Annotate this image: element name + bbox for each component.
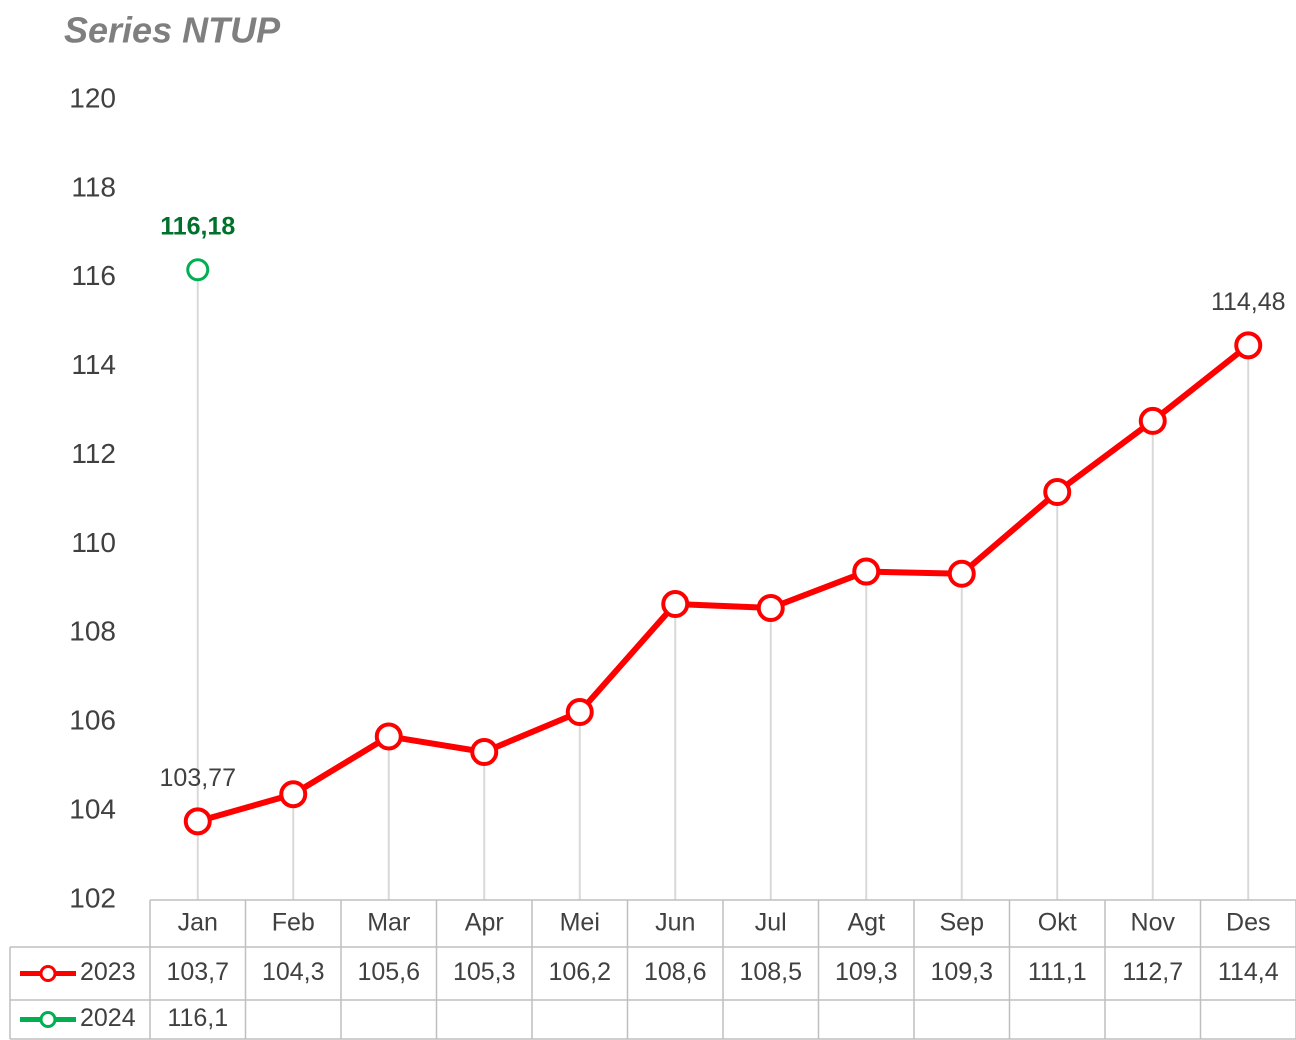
data-label: 114,48 xyxy=(1211,288,1286,316)
y-tick-label: 118 xyxy=(71,171,116,202)
table-cell: 103,7 xyxy=(166,958,229,986)
x-tick-label: Jul xyxy=(755,909,787,937)
marker xyxy=(756,594,785,622)
marker xyxy=(470,738,499,766)
data-label: 116,18 xyxy=(160,212,235,240)
legend-marker xyxy=(39,1011,57,1028)
table-cell: 108,6 xyxy=(644,958,707,986)
marker xyxy=(947,559,976,588)
x-tick-label: Mar xyxy=(367,909,410,937)
x-tick-label: Sep xyxy=(940,909,984,937)
marker xyxy=(1138,406,1167,435)
x-tick-label: Apr xyxy=(465,909,504,937)
y-tick-label: 110 xyxy=(71,527,116,558)
x-tick-label: Feb xyxy=(272,909,315,937)
table-cell: 112,7 xyxy=(1122,958,1183,986)
y-tick-label: 108 xyxy=(69,616,116,647)
table-cell: 105,6 xyxy=(357,958,420,986)
table-cell: 111,1 xyxy=(1028,958,1087,986)
marker xyxy=(186,258,210,282)
x-tick-label: Mei xyxy=(560,909,600,937)
x-tick-label: Jun xyxy=(655,909,695,937)
y-tick-label: 120 xyxy=(69,82,116,113)
marker xyxy=(183,807,212,836)
table-cell: 116,1 xyxy=(167,1004,228,1032)
table-cell: 109,3 xyxy=(930,958,993,986)
series-line xyxy=(196,342,1251,825)
marker xyxy=(1043,478,1072,506)
x-tick-label: Des xyxy=(1226,909,1270,937)
legend-label: 2024 xyxy=(80,1004,136,1032)
x-tick-label: Jan xyxy=(178,909,218,937)
marker xyxy=(661,590,690,618)
legend-label: 2023 xyxy=(80,958,136,986)
marker xyxy=(852,557,881,586)
table-cell: 105,3 xyxy=(453,958,516,986)
marker xyxy=(1234,331,1263,360)
table-cell: 114,4 xyxy=(1218,958,1279,986)
y-tick-label: 114 xyxy=(71,349,116,380)
chart-title: Series NTUP xyxy=(64,10,281,51)
table-cell: 104,3 xyxy=(262,958,325,986)
table-cell: 108,5 xyxy=(739,958,802,986)
y-tick-label: 106 xyxy=(69,705,116,736)
table-cell: 109,3 xyxy=(835,958,898,986)
x-tick-label: Nov xyxy=(1131,909,1176,937)
legend-marker xyxy=(39,965,57,982)
data-label: 103,77 xyxy=(160,764,236,792)
y-tick-label: 112 xyxy=(71,438,116,469)
y-tick-label: 116 xyxy=(71,260,116,291)
marker xyxy=(279,780,308,809)
table-cell: 106,2 xyxy=(548,958,611,986)
x-tick-label: Okt xyxy=(1038,909,1077,937)
x-tick-label: Agt xyxy=(847,909,885,937)
marker xyxy=(374,722,403,751)
y-tick-label: 102 xyxy=(69,882,116,913)
marker xyxy=(565,698,594,726)
y-tick-label: 104 xyxy=(69,794,116,825)
